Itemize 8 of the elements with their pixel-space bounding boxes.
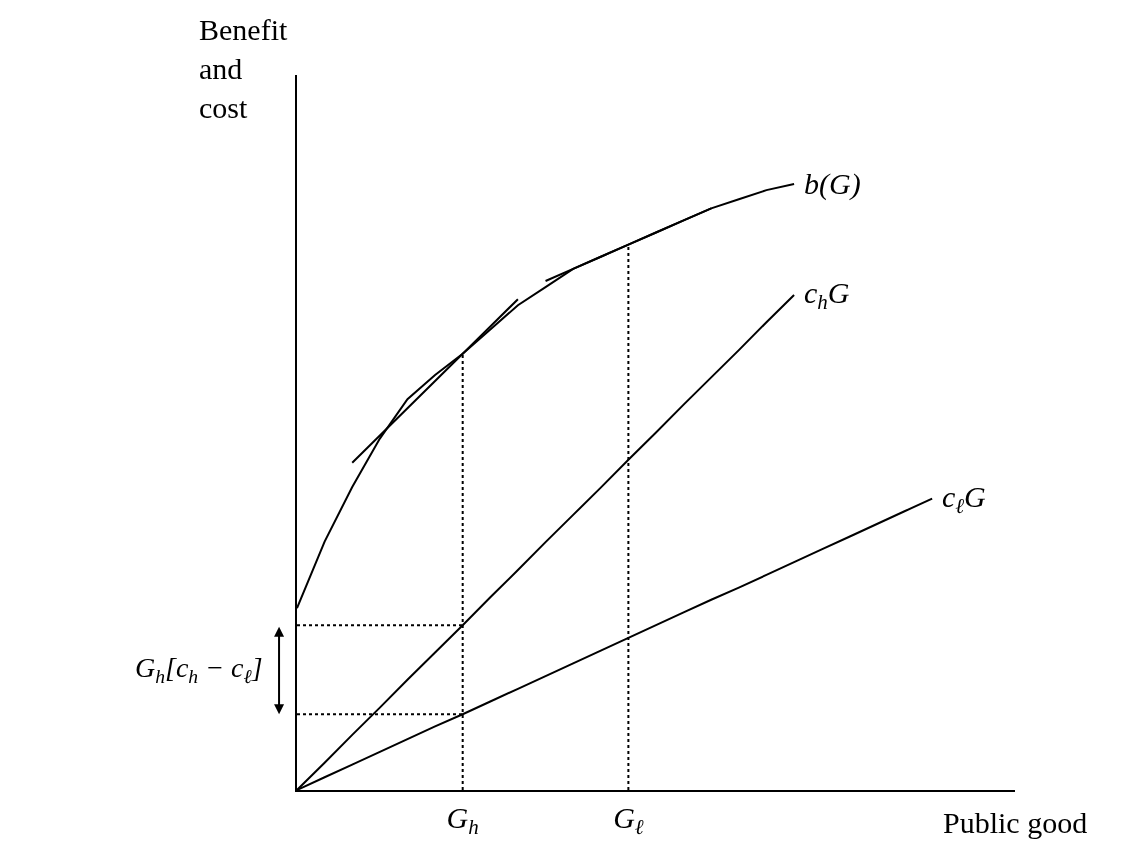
text: G$_{h}$[c$_{h}$ − c$_{ℓ}$] (135, 652, 263, 687)
x-tick-label: G$_{h}$ (446, 801, 479, 840)
series-label: c$_{h}$G (804, 276, 850, 315)
x-axis-title: Public good (943, 806, 1088, 839)
y-axis-title: Benefit and cost (199, 13, 288, 124)
x-tick-label: G$_{ℓ}$ (613, 801, 644, 840)
series-label: c$_{ℓ}$G (942, 480, 987, 519)
series-label: b(G) (804, 167, 861, 201)
